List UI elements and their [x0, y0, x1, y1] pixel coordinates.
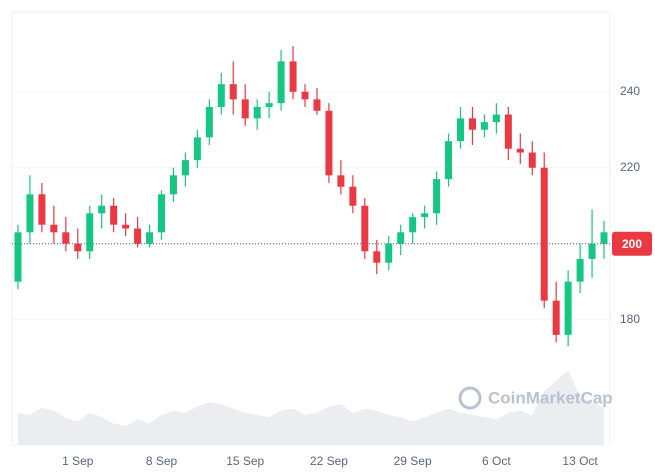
candle-body	[122, 224, 130, 229]
candle-body	[301, 91, 309, 100]
watermark-text: CoinMarketCap	[488, 388, 613, 407]
candle-body	[600, 232, 608, 244]
candle-body	[265, 103, 273, 107]
candle-body	[349, 186, 357, 206]
current-price-box	[612, 231, 652, 256]
candle-body	[385, 243, 393, 263]
x-tick-label: 15 Sep	[226, 454, 264, 468]
candle-body	[181, 160, 189, 176]
candle-body	[62, 232, 70, 244]
watermark-logo	[458, 386, 482, 410]
candle-body	[253, 106, 261, 119]
watermark: CoinMarketCap	[458, 386, 613, 410]
candle-body	[325, 110, 333, 176]
candle-body	[158, 194, 165, 233]
candle-body	[540, 167, 548, 301]
candle-body	[457, 118, 464, 142]
candle-body	[445, 141, 453, 180]
x-tick-label: 22 Sep	[310, 454, 348, 468]
candle-body	[516, 148, 524, 153]
candle-body	[98, 205, 106, 214]
candle-body	[241, 99, 249, 119]
x-tick-label: 6 Oct	[482, 454, 511, 468]
y-tick-label: 180	[620, 312, 640, 326]
candle-body	[480, 122, 488, 130]
candle-body	[146, 232, 154, 244]
candle-body	[50, 224, 58, 233]
candle-body	[86, 213, 94, 252]
y-tick-label: 240	[620, 84, 640, 98]
candle-body	[337, 175, 345, 187]
volume-area	[17, 370, 605, 445]
candle-body	[313, 99, 321, 111]
candle-body	[217, 84, 225, 107]
candle-body	[397, 232, 405, 244]
candle-body	[373, 251, 381, 263]
x-tick-label: 29 Sep	[394, 454, 432, 468]
candle-body	[74, 243, 82, 252]
candle-body	[289, 61, 297, 92]
candle-body	[588, 243, 596, 259]
candle-body	[528, 152, 536, 168]
candle-body	[433, 179, 441, 214]
candle-body	[38, 194, 46, 225]
y-tick-label: 220	[620, 160, 640, 174]
current-price-label: 200	[622, 237, 642, 251]
x-tick-label: 13 Oct	[562, 454, 598, 468]
candle-body	[492, 114, 500, 123]
candle-body	[134, 228, 142, 244]
candle-body	[564, 281, 572, 335]
candle-body	[576, 258, 584, 282]
candle-body	[421, 213, 429, 218]
candle-body	[504, 114, 512, 149]
candle-body	[110, 205, 118, 225]
candle-body	[193, 137, 201, 161]
candle-body	[361, 205, 369, 252]
candle-body	[409, 217, 417, 233]
candle-body	[468, 118, 476, 130]
candle-body	[169, 175, 177, 195]
candle-body	[14, 232, 22, 282]
x-tick-label: 1 Sep	[62, 454, 94, 468]
candle-body	[229, 84, 237, 100]
x-tick-label: 8 Sep	[146, 454, 178, 468]
candle-body	[26, 194, 34, 233]
candle-body	[277, 61, 285, 104]
candle-body	[552, 300, 560, 335]
candle-body	[205, 106, 213, 138]
